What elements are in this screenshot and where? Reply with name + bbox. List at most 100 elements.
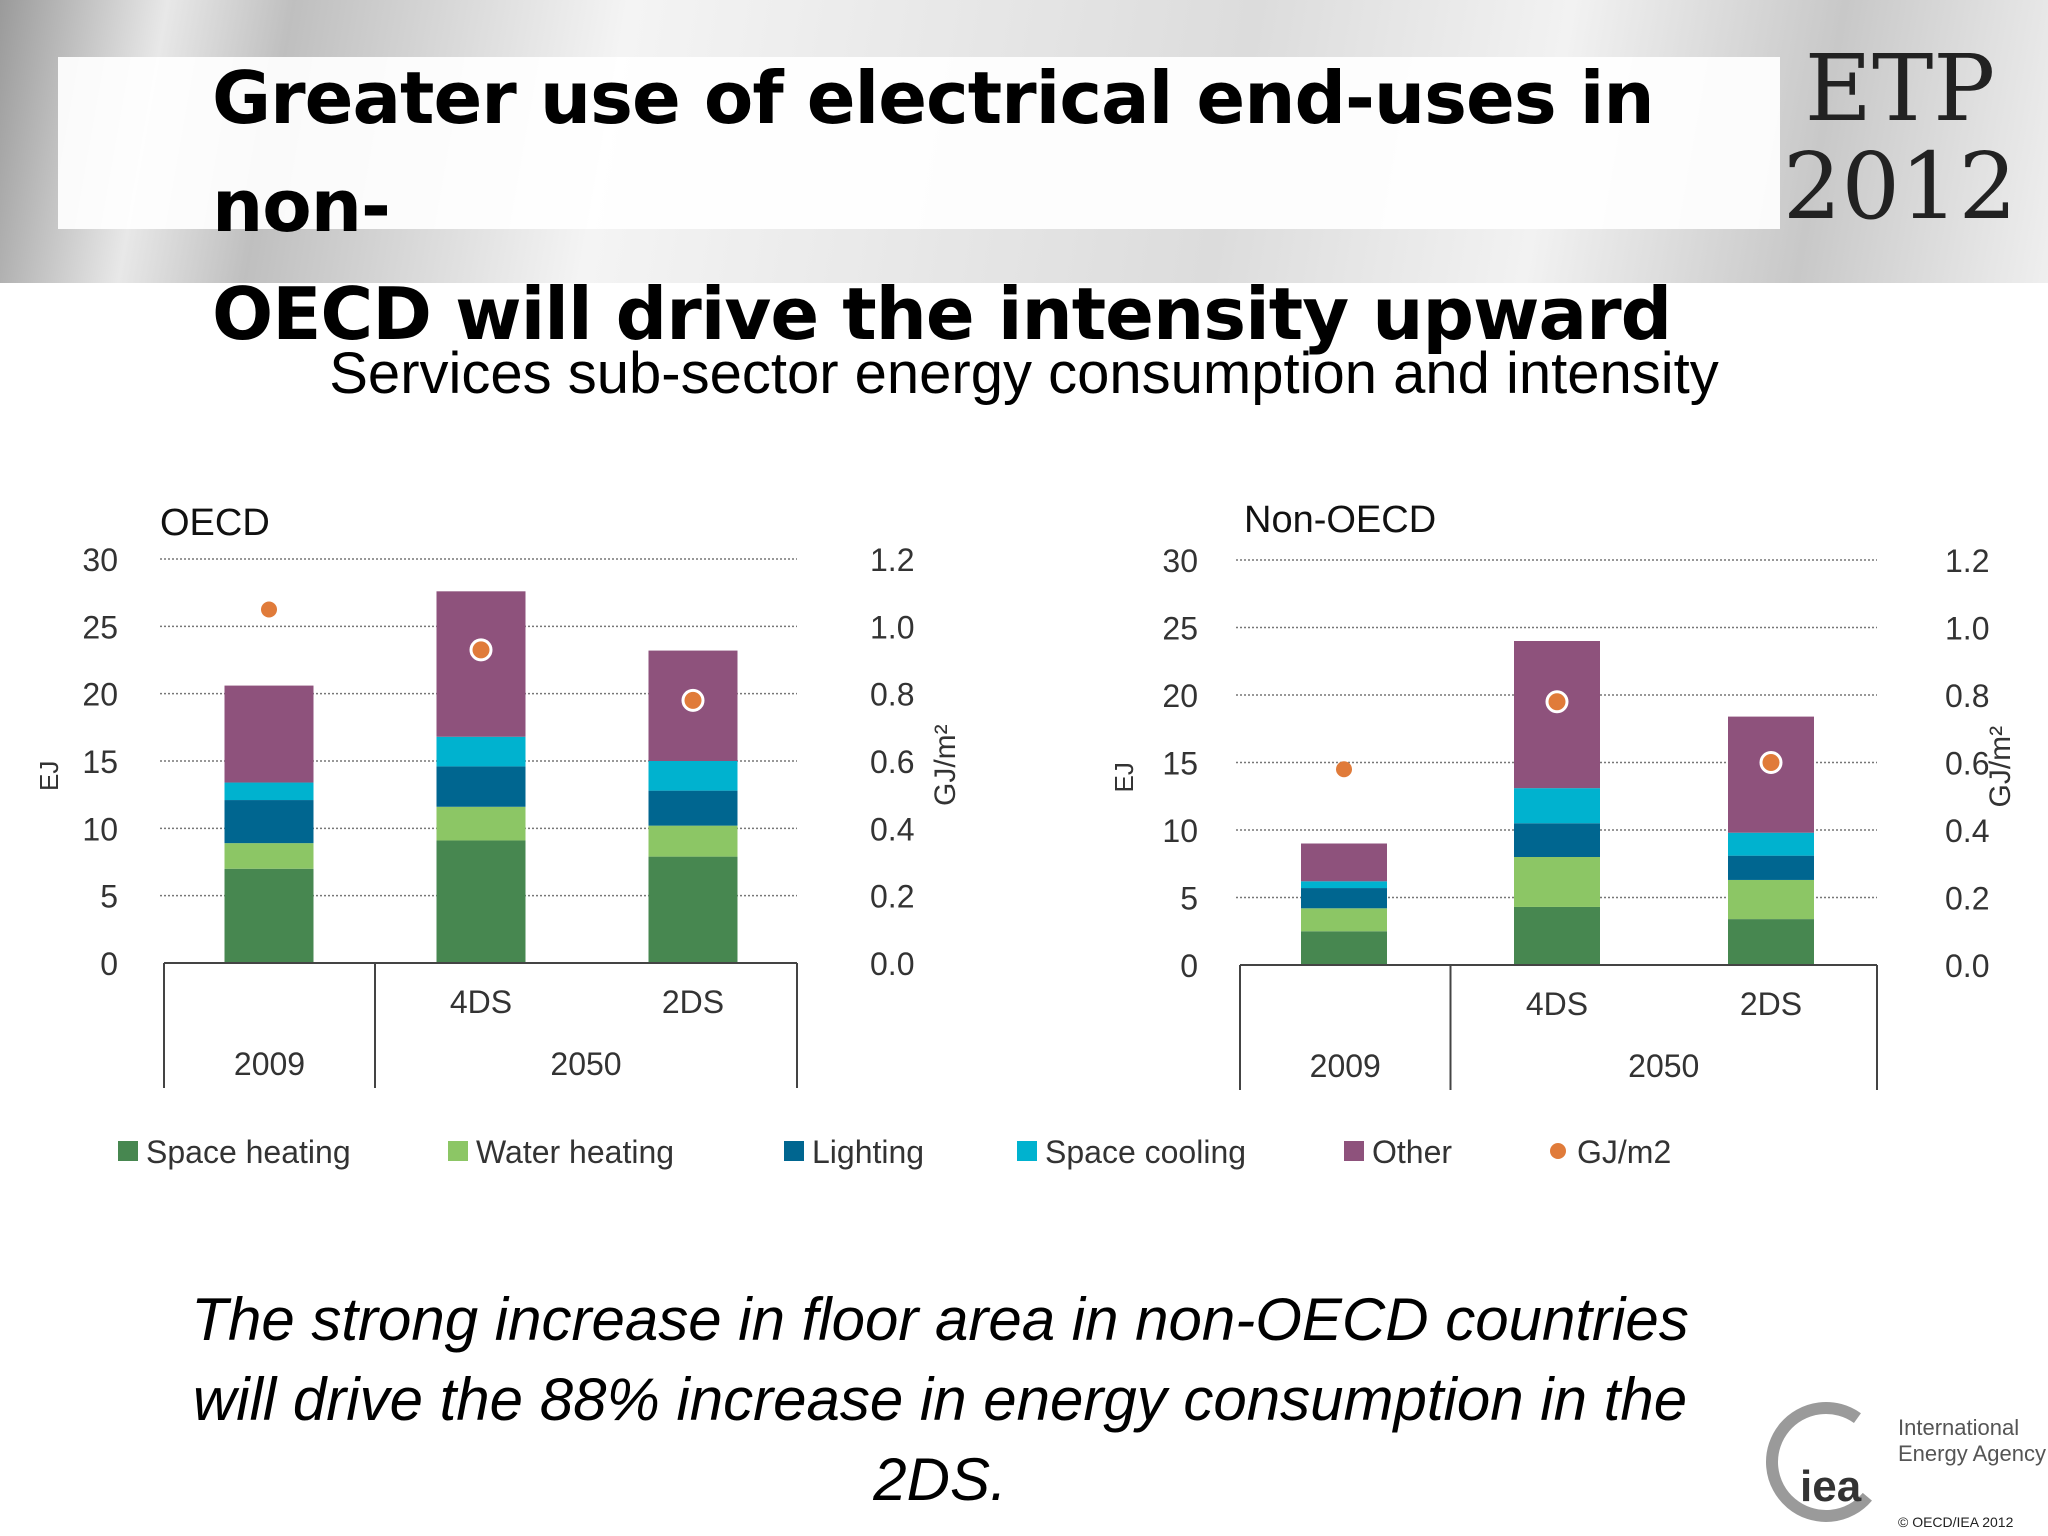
bar-segment — [224, 868, 314, 963]
bar-segment — [1514, 857, 1600, 907]
category-label: 4DS — [450, 984, 512, 1020]
legend-label: Space cooling — [1045, 1134, 1246, 1170]
y-tick-label: 25 — [82, 609, 118, 645]
y-tick-label: 5 — [1180, 881, 1198, 917]
legend-label: Water heating — [476, 1134, 674, 1170]
bar-segment — [1514, 823, 1600, 857]
bar-segment — [224, 685, 314, 783]
bar-segment — [224, 782, 314, 801]
y-tick-label: 10 — [82, 811, 118, 847]
category-label: 4DS — [1526, 986, 1588, 1022]
y-axis-label: EJ — [34, 761, 64, 791]
legend-label: Space heating — [146, 1134, 351, 1170]
legend-swatch — [1017, 1141, 1037, 1161]
etp-logo-line-2: 2012 — [1782, 133, 2018, 240]
y2-tick-label: 0.4 — [1945, 813, 1989, 849]
y2-tick-label: 0.6 — [1945, 746, 1989, 782]
y2-tick-label: 0.2 — [1945, 881, 1989, 917]
bar-segment — [1728, 879, 1814, 920]
bar-segment — [1301, 843, 1387, 882]
bar-segment — [1301, 908, 1387, 932]
bar-segment — [436, 736, 526, 767]
title-backdrop — [58, 57, 1780, 229]
bar-segment — [1514, 641, 1600, 789]
intensity-point — [261, 601, 277, 618]
y2-tick-label: 1.0 — [1945, 611, 1989, 647]
bar-segment — [436, 840, 526, 963]
bar-segment — [1301, 931, 1387, 965]
y2-tick-label: 1.2 — [1945, 543, 1989, 579]
y-tick-label: 0 — [100, 946, 118, 982]
copyright: © OECD/IEA 2012 — [1898, 1514, 2014, 1530]
intensity-point — [1545, 690, 1569, 714]
intensity-point — [1759, 751, 1783, 774]
y-tick-label: 0 — [1180, 948, 1198, 984]
y-tick-label: 15 — [82, 744, 118, 780]
y-tick-label: 30 — [82, 542, 118, 578]
intensity-point — [1336, 761, 1352, 778]
bar-segment — [224, 800, 314, 844]
category-label: 2DS — [662, 984, 724, 1020]
bar-segment — [648, 825, 738, 857]
y2-tick-label: 0.6 — [870, 744, 914, 780]
intensity-point — [681, 688, 705, 712]
iea-logo: iea — [1766, 1402, 1886, 1522]
y-tick-label: 20 — [1162, 678, 1198, 714]
y-axis-label: EJ — [1109, 762, 1139, 792]
y2-tick-label: 1.0 — [870, 609, 914, 645]
intensity-point — [469, 638, 493, 662]
chart-title: OECD — [160, 502, 270, 544]
legend-label: GJ/m2 — [1577, 1134, 1671, 1170]
bar-segment — [648, 790, 738, 826]
legend-label: Lighting — [812, 1134, 924, 1170]
footnote: The strong increase in floor area in non… — [120, 1280, 1760, 1520]
bar-segment — [1728, 832, 1814, 856]
y2-axis-label: GJ/m² — [1984, 726, 2017, 808]
bar-segment — [436, 766, 526, 807]
bar-segment — [224, 843, 314, 869]
bar-segment — [1301, 881, 1387, 889]
footnote-line-3: 2DS. — [873, 1446, 1007, 1513]
bar-segment — [436, 806, 526, 841]
y-tick-label: 15 — [1162, 746, 1198, 782]
y2-tick-label: 0.0 — [870, 946, 914, 982]
bar-segment — [1514, 788, 1600, 824]
legend-marker — [1550, 1143, 1566, 1159]
footnote-line-1: The strong increase in floor area in non… — [191, 1286, 1689, 1353]
bar-segment — [1301, 888, 1387, 909]
bar-segment — [1728, 919, 1814, 965]
chart-subtitle: Services sub-sector energy consumption a… — [329, 341, 1719, 406]
iea-name: International Energy Agency — [1898, 1415, 2046, 1466]
title-line-2: OECD will drive the intensity upward — [212, 272, 1672, 356]
y-tick-label: 10 — [1162, 813, 1198, 849]
legend-swatch — [1344, 1141, 1364, 1161]
svg-text:iea: iea — [1800, 1462, 1862, 1511]
category-label: 2DS — [1740, 986, 1802, 1022]
y-tick-label: 25 — [1162, 611, 1198, 647]
group-label: 2050 — [550, 1046, 621, 1082]
title-line-1: Greater use of electrical end-uses in no… — [212, 56, 1655, 248]
slide-title: Greater use of electrical end-uses in no… — [212, 44, 1772, 368]
legend-swatch — [448, 1141, 468, 1161]
y-tick-label: 5 — [100, 879, 118, 915]
bar-segment — [1728, 855, 1814, 880]
y-tick-label: 30 — [1162, 543, 1198, 579]
bar-segment — [1514, 906, 1600, 965]
bar-segment — [436, 591, 526, 737]
group-label: 2009 — [1310, 1048, 1381, 1084]
y2-tick-label: 0.8 — [870, 677, 914, 713]
y2-tick-label: 0.0 — [1945, 948, 1989, 984]
group-label: 2050 — [1628, 1048, 1699, 1084]
y2-tick-label: 0.2 — [870, 879, 914, 915]
legend-label: Other — [1372, 1134, 1452, 1170]
footnote-line-2: will drive the 88% increase in energy co… — [192, 1366, 1688, 1433]
bar-segment — [648, 856, 738, 963]
y-tick-label: 20 — [82, 677, 118, 713]
etp-logo: ETP 2012 — [1780, 40, 2020, 236]
y2-tick-label: 1.2 — [870, 542, 914, 578]
bar-segment — [1728, 716, 1814, 833]
legend-swatch — [118, 1141, 138, 1161]
bar-segment — [648, 761, 738, 791]
y2-tick-label: 0.4 — [870, 811, 914, 847]
